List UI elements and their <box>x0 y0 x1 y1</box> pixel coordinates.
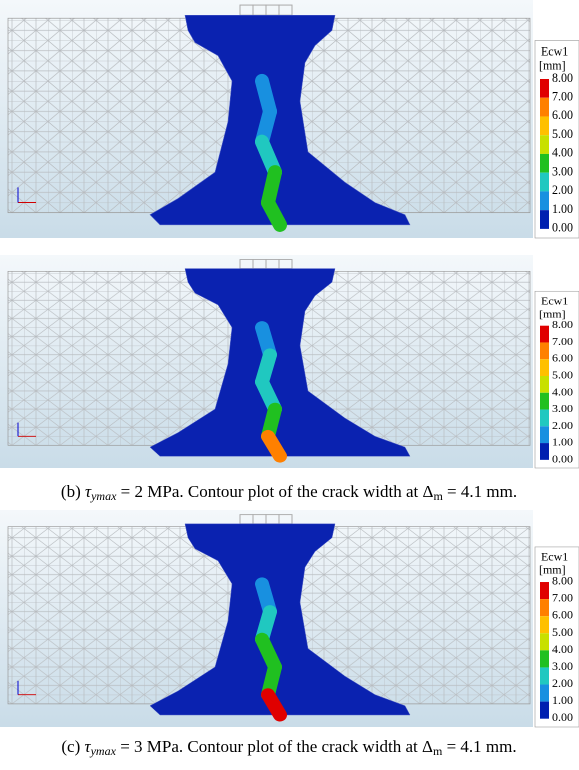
legend-label: 4.00 <box>552 644 573 656</box>
caption-delta-sub: m <box>433 744 443 758</box>
legend-label: 3.00 <box>552 661 573 673</box>
legend-swatch <box>540 409 549 427</box>
legend-label: 1.00 <box>552 696 573 708</box>
crack-zone <box>149 523 411 716</box>
panel: Ecw1 [mm]8.00 7.00 6.00 5.00 4.00 3.00 2.00 1.00… <box>0 255 579 469</box>
legend-swatch <box>540 135 549 154</box>
legend-unit: [mm] <box>539 309 566 320</box>
legend-label: 1.00 <box>552 437 573 448</box>
legend-label: 6.00 <box>552 610 573 622</box>
crack-zone <box>149 268 411 457</box>
crack-band <box>261 429 287 463</box>
caption-delta: Δ <box>422 737 433 756</box>
legend-swatch <box>540 116 549 136</box>
legend-swatch <box>540 443 549 460</box>
legend-label: 0.00 <box>552 221 573 235</box>
caption: (c) τymax = 3 MPa. Contour plot of the c… <box>61 737 516 758</box>
legend-swatch <box>540 359 549 377</box>
legend-swatch <box>540 633 549 651</box>
legend-title: Ecw1 <box>541 44 568 58</box>
crack-band <box>261 195 287 232</box>
legend-label: 8.00 <box>552 320 573 331</box>
legend-label: 1.00 <box>552 202 573 216</box>
legend-label: 0.00 <box>552 713 573 725</box>
crack-zone <box>149 14 411 226</box>
caption-symbol: τ <box>85 737 92 756</box>
legend-label: 3.00 <box>552 164 573 178</box>
legend-label: 4.00 <box>552 387 573 398</box>
caption-text: = 3 MPa. Contour plot of the crack width… <box>116 737 422 756</box>
legend-swatch <box>540 97 549 117</box>
legend-unit: [mm] <box>539 59 566 73</box>
caption-text: = 2 MPa. Contour plot of the crack width… <box>116 482 422 501</box>
legend-swatch <box>540 78 549 98</box>
legend-swatch <box>540 172 549 192</box>
legend: Ecw1 [mm]8.00 7.00 6.00 5.00 4.00 3.00 2.00 1.00… <box>534 290 579 469</box>
legend-label: 5.00 <box>552 370 573 381</box>
legend-swatch <box>540 376 549 393</box>
legend: Ecw1[mm]8.00 7.00 6.00 5.00 4.00 3.00 2.00 1.00… <box>534 40 579 239</box>
legend-swatch <box>540 191 549 211</box>
legend-swatch <box>540 426 549 444</box>
legend-swatch <box>540 325 549 343</box>
legend-swatch <box>540 210 549 229</box>
legend-swatch <box>540 650 549 668</box>
caption-label: (c) <box>61 737 80 756</box>
caption: (b) τymax = 2 MPa. Contour plot of the c… <box>61 482 517 503</box>
legend: Ecw1[mm]8.00 7.00 6.00 5.00 4.00 3.00 2.00 1.00… <box>534 546 579 728</box>
legend-label: 6.00 <box>552 108 573 122</box>
legend-label: 2.00 <box>552 678 573 690</box>
legend-label: 2.00 <box>552 420 573 431</box>
legend-swatch <box>540 342 549 360</box>
legend-swatch <box>540 392 549 410</box>
legend-label: 3.00 <box>552 403 573 414</box>
caption-label: (b) <box>61 482 81 501</box>
legend-swatch <box>540 582 549 600</box>
caption-end: = 4.1 mm. <box>443 482 517 501</box>
legend-unit: [mm] <box>539 565 566 577</box>
legend-title: Ecw1 <box>541 296 569 307</box>
caption-end: = 4.1 mm. <box>442 737 516 756</box>
legend-label: 4.00 <box>552 146 573 160</box>
legend-swatch <box>540 153 549 173</box>
caption-delta-sub: m <box>433 489 443 503</box>
legend-label: 6.00 <box>552 353 573 364</box>
legend-label: 2.00 <box>552 183 573 197</box>
legend-title: Ecw1 <box>541 552 569 564</box>
legend-label: 7.00 <box>552 89 573 103</box>
legend-label: 5.00 <box>552 627 573 639</box>
legend-swatch <box>540 701 549 719</box>
legend-swatch <box>540 684 549 702</box>
legend-swatch <box>540 599 549 617</box>
legend-label: 7.00 <box>552 593 573 605</box>
legend-label: 8.00 <box>552 71 573 85</box>
legend-label: 8.00 <box>552 576 573 588</box>
caption-symbol-sub: ymax <box>90 489 117 503</box>
legend-label: 7.00 <box>552 336 573 347</box>
panel: Ecw1[mm]8.00 7.00 6.00 5.00 4.00 3.00 2.00 1.00… <box>0 0 579 239</box>
caption-symbol: τ <box>85 482 92 501</box>
panel: Ecw1[mm]8.00 7.00 6.00 5.00 4.00 3.00 2.00 1.00… <box>0 510 579 728</box>
legend-label: 0.00 <box>552 454 573 465</box>
legend-label: 5.00 <box>552 127 573 141</box>
legend-swatch <box>540 667 549 685</box>
crack-band <box>261 688 287 722</box>
caption-delta: Δ <box>423 482 434 501</box>
legend-swatch <box>540 616 549 634</box>
caption-symbol-sub: ymax <box>90 744 117 758</box>
